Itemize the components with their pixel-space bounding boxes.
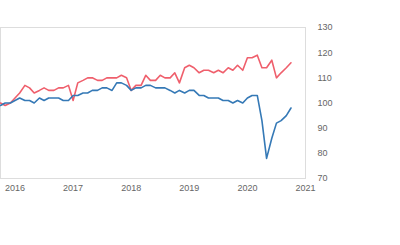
svg-text:80: 80 xyxy=(318,148,328,158)
svg-text:2017: 2017 xyxy=(63,183,83,193)
svg-text:2020: 2020 xyxy=(237,183,257,193)
svg-text:110: 110 xyxy=(318,73,332,83)
svg-text:70: 70 xyxy=(318,173,328,183)
svg-text:2018: 2018 xyxy=(121,183,141,193)
svg-text:130: 130 xyxy=(318,22,333,32)
svg-text:2019: 2019 xyxy=(179,183,199,193)
svg-text:2016: 2016 xyxy=(5,183,25,193)
svg-text:100: 100 xyxy=(318,98,333,108)
svg-text:120: 120 xyxy=(318,48,333,58)
svg-text:2021: 2021 xyxy=(295,183,315,193)
svg-text:90: 90 xyxy=(318,123,328,133)
